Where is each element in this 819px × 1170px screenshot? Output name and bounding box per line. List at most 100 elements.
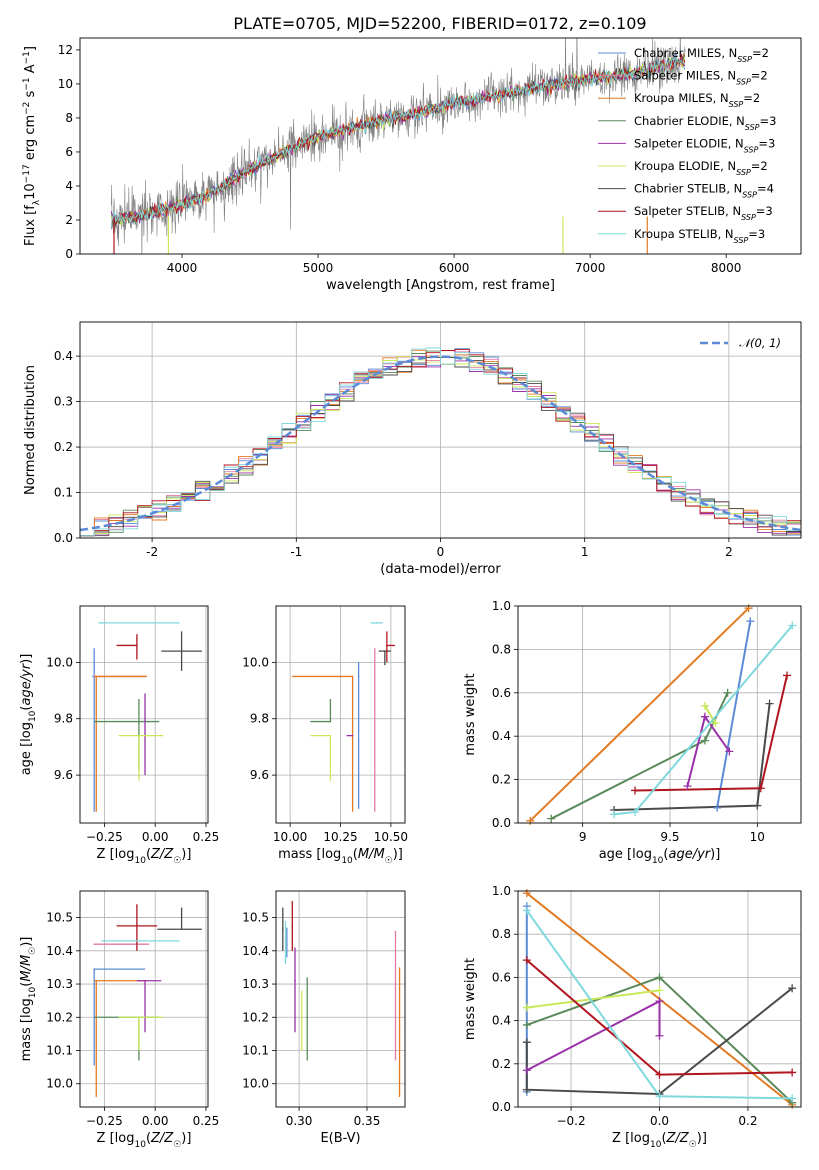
legend-label: Salpeter ELODIE, NSSP=3 [634,136,775,154]
x-tick-label: 7000 [575,261,606,275]
weight-line [614,703,771,811]
weight-marker [756,784,765,793]
y-tick-label: 9.6 [250,768,269,782]
weight-marker [522,956,531,965]
data-point [398,1029,401,1032]
x-axis-label: Z [log10(Z/Z☉)] [612,1131,707,1150]
weight-marker [713,803,722,812]
y-tick-label: 0.8 [492,927,511,941]
y-tick-label: 0.4 [492,1014,511,1028]
weight-marker [522,1038,531,1047]
weight-marker [746,617,755,626]
panel-massweight-vs-age: 9 9.5 10 0.0 0.2 0.4 0.6 0.8 1.0 age [log10(age/y… [463,599,802,866]
normal-curve [80,355,801,532]
legend-label: Chabrier ELODIE, NSSP=3 [634,114,776,132]
data-point [138,734,140,737]
y-tick-label: 10.3 [242,977,269,991]
y-axis-label: mass weight [463,673,478,755]
x-tick-label: −0.25 [86,1114,123,1128]
weight-marker [783,671,792,680]
plot-area [110,38,686,254]
weight-marker [655,986,664,995]
x-tick-label: 0.00 [142,1114,169,1128]
x-axis-label: mass [log10(M/M☉)] [278,847,403,866]
y-tick-label: 10.0 [46,655,73,669]
weight-marker [655,973,664,982]
weight-line [526,989,660,1009]
data-point [294,979,296,982]
x-axis-label: wavelength [Angstrom, rest frame] [326,278,555,293]
y-tick-label: 4 [65,179,73,193]
y-tick-label: 9.8 [250,712,269,726]
weight-line [529,607,750,822]
axes-frame [517,890,802,1108]
y-axis-label: Flux [fλ10−17 erg cm−2 s−1 A−1] [22,46,42,246]
model-spectrum [110,56,686,229]
y-tick-label: 10.4 [242,944,269,958]
data-point [284,940,287,942]
panel-age-vs-Z: −0.25 0.00 0.25 9.6 9.8 10.0 Z [log10(Z/Z☉)] ag… [19,605,219,866]
weight-marker [788,1094,797,1103]
data-point [95,675,98,678]
weight-marker [522,1003,531,1012]
weight-marker [655,1092,664,1101]
weight-line [716,621,752,808]
plot-area [93,904,202,1098]
weight-line [525,987,793,1096]
data-point [301,1016,303,1019]
histogram-series [80,347,801,537]
weight-marker [700,736,709,745]
x-tick-label: 6000 [439,261,470,275]
y-tick-label: 12 [58,43,73,57]
weight-marker [683,782,692,791]
data-point [375,622,378,624]
weight-marker [522,1066,531,1075]
legend-label: Kroupa ELODIE, NSSP=2 [634,159,768,177]
x-tick-label: 0.30 [286,1114,313,1128]
x-tick-label: -1 [290,545,302,559]
data-point [93,968,96,970]
y-tick-label: 10.5 [46,911,73,925]
y-tick-label: 0.3 [54,395,73,409]
weight-marker [522,906,531,915]
data-point [351,734,354,737]
y-tick-label: 0.0 [54,531,73,545]
y-tick-label: 1.0 [492,599,511,613]
x-axis-label: Z [log10(Z/Z☉)] [97,1131,192,1150]
weight-marker [765,699,774,708]
data-point [95,979,98,982]
panel-age-vs-mass: 10.00 10.25 10.50 9.6 9.8 10.0 mass [log10(M/M… [242,605,408,866]
legend-label: 𝒩(0, 1) [739,336,781,350]
panel-residual-hist: -2 -1 0 1 2 0.0 0.1 0.2 0.3 0.4 (data-model)/error… [23,321,802,577]
data-point [351,675,354,678]
data-point [281,928,284,931]
model-spectrum [110,56,686,226]
y-tick-label: 2 [65,213,73,227]
weight-marker [788,621,797,630]
weight-marker [522,1020,531,1029]
x-tick-label: 2 [725,545,733,559]
weight-marker [753,801,762,810]
x-axis-label: Z [log10(Z/Z☉)] [97,847,192,866]
y-tick-label: 0.6 [492,686,511,700]
spectrum-legend: Chabrier MILES, NSSP=2 Salpeter MILES, NS… [598,46,776,244]
data-point [286,943,288,945]
x-tick-label: 5000 [303,261,334,275]
x-tick-label: 0.35 [354,1114,381,1128]
data-point [373,675,376,678]
data-point [93,943,96,945]
y-tick-label: 10 [58,77,73,91]
y-tick-label: 0.4 [492,729,511,743]
page-title: PLATE=0705, MJD=52200, FIBERID=0172, z=0… [233,14,646,33]
x-tick-label: 4000 [167,261,198,275]
data-point [144,979,146,982]
observed-spectrum [111,38,686,254]
legend-label: Salpeter STELIB, NSSP=3 [634,204,773,222]
data-point [101,622,104,624]
weight-marker [788,984,797,993]
model-spectrum [110,55,686,226]
data-point [384,650,386,652]
y-tick-label: 10.0 [46,1077,73,1091]
weight-marker [526,816,535,825]
